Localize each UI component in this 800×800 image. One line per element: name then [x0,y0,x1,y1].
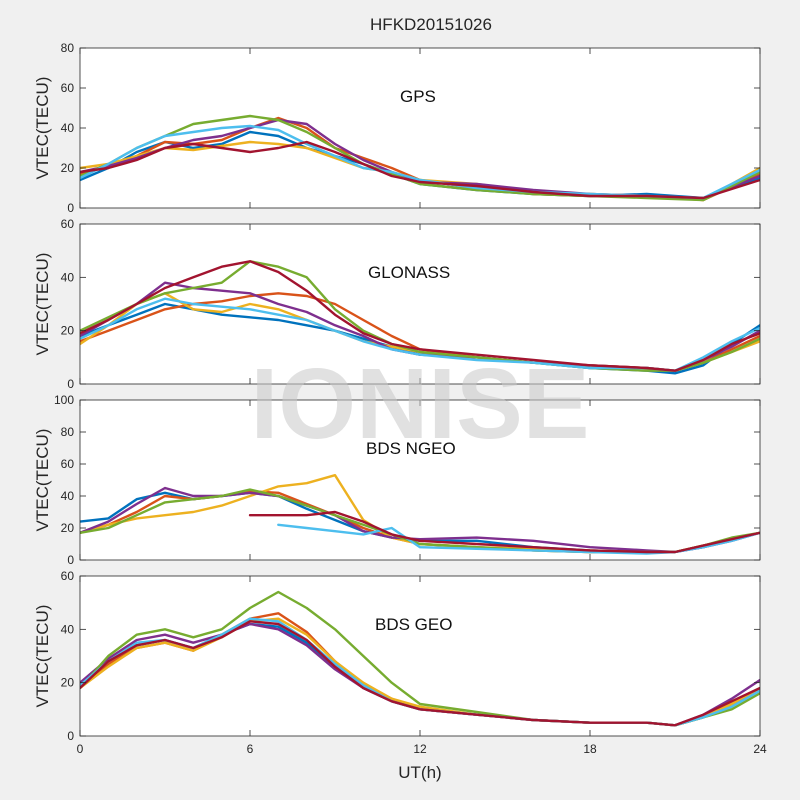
panel-background [80,400,760,560]
y-tick-label: 80 [61,425,75,439]
y-tick-label: 40 [61,489,75,503]
watermark: IONISE [251,348,590,460]
series-line-6 [80,124,760,200]
series-line-1 [80,302,760,375]
x-axis-label: UT(h) [398,763,441,782]
panel-annotation: BDS NGEO [366,439,456,458]
panel-background [80,576,760,736]
x-tick-label: 0 [77,742,84,756]
y-axis-label: VTEC(TECU) [33,605,52,708]
chart-title: HFKD20151026 [370,15,492,34]
panel-2: 0 20 40 60 VTEC(TECU) GLONASS [33,217,761,391]
y-tick-label: 100 [54,393,74,407]
y-tick-label: 40 [61,622,75,636]
y-tick-label: 40 [61,270,75,284]
y-tick-label: 20 [61,161,75,175]
series-line-6 [277,523,760,555]
y-tick-label: 0 [67,553,74,567]
y-tick-label: 20 [61,521,75,535]
x-tick-label: 12 [413,742,427,756]
series-line-7 [80,260,760,372]
panel-1: 0 20 40 60 80 VTEC(TECU) GPS [33,41,761,215]
y-tick-label: 60 [61,569,75,583]
y-tick-label: 0 [67,377,74,391]
y-tick-label: 60 [61,217,75,231]
panel-annotation: GLONASS [368,263,450,282]
y-axis-label: VTEC(TECU) [33,77,52,180]
y-axis-label: VTEC(TECU) [33,253,52,356]
series-group [80,590,760,727]
panel-annotation: BDS GEO [375,615,452,634]
y-tick-label: 20 [61,676,75,690]
panel-3: 0 20 40 60 80 100 VTEC(TECU) BDS NGEO [33,393,761,567]
y-tick-label: 40 [61,121,75,135]
series-line-7 [248,510,760,554]
y-tick-label: 0 [67,201,74,215]
panel-4: 0 20 40 60 0 6 12 18 24 VTEC(TECU) BDS GEO [33,569,767,756]
y-tick-label: 80 [61,41,75,55]
y-tick-label: 0 [67,729,74,743]
y-tick-label: 60 [61,81,75,95]
y-tick-label: 60 [61,457,75,471]
panel-annotation: GPS [400,87,436,106]
series-group [80,260,760,375]
series-line-7 [80,620,760,727]
x-tick-label: 18 [583,742,597,756]
y-axis-label: VTEC(TECU) [33,429,52,532]
x-tick-label: 6 [247,742,254,756]
series-group [80,474,760,555]
y-tick-label: 20 [61,324,75,338]
series-line-7 [80,140,760,200]
series-group [80,114,760,202]
x-tick-label: 24 [753,742,767,756]
